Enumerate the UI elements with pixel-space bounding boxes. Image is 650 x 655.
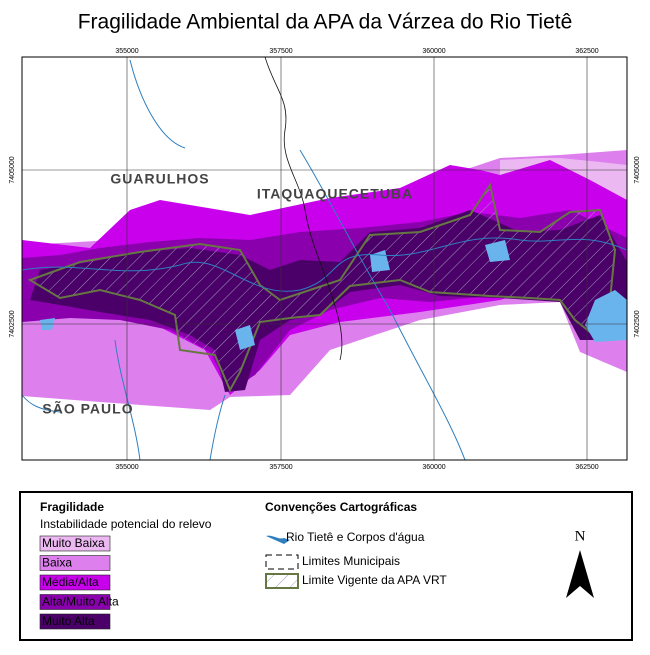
legend-box [19,491,633,641]
x-coordinate: 357500 [269,48,292,55]
limit-symbol [265,554,299,570]
legend-swatch [39,555,111,571]
legend-classes: Muito Baixa Baixa Média/Alta Alta/Muito Alt… [39,535,119,630]
place-label: SÃO PAULO [42,400,133,417]
rivers [22,59,627,460]
x-coordinate: 357500 [269,464,292,471]
legend-label: Alta/Muito Alta [42,595,119,609]
river-symbol [266,535,290,544]
legend-label: Média/Alta [42,575,99,589]
y-coordinate: 7402500 [9,310,16,337]
place-label: GUARULHOS [110,171,209,187]
place-label: ITAQUAQUECETUBA [257,186,413,202]
legend-swatch [39,594,111,610]
north-arrow [566,550,594,598]
legend-swatch [39,613,111,630]
legend-label: Muito Baixa [42,536,105,550]
x-coordinate: 355000 [115,48,138,55]
y-coordinate: 7405000 [634,156,641,183]
municipal-limit [264,57,343,361]
legend-subtitle: Instabilidade potencial do relevo [40,517,212,531]
legend-swatch [39,535,111,552]
convention-label: Rio Tietê e Corpos d'água [286,530,425,544]
legend-title: Fragilidade [40,500,104,514]
convention-label: Limite Vigente da APA VRT [302,573,447,587]
map-frame [21,56,628,461]
legend-swatch [39,574,111,591]
map-title: Fragilidade Ambiental da APA da Várzea d… [78,11,573,34]
grid [22,57,627,460]
x-coordinate: 362500 [575,464,598,471]
convention-label: Limites Municipais [302,554,400,568]
y-coordinate: 7405000 [9,156,16,183]
apa-symbol [265,573,299,589]
legend-label: Muito Alta [42,614,95,628]
north-label: N [575,528,586,544]
y-coordinate: 7402500 [634,310,641,337]
x-coordinate: 360000 [422,464,445,471]
x-coordinate: 360000 [422,48,445,55]
conventions-title: Convenções Cartográficas [265,500,417,514]
x-coordinate: 362500 [575,48,598,55]
coordinates: 355000 355000 357500 357500 360000 360000 3625… [9,48,641,471]
map: GUARULHOS ITAQUAQUECETUBA SÃO PAULO [22,57,627,460]
water-bodies [40,240,627,350]
x-coordinate: 355000 [115,464,138,471]
legend-label: Baixa [42,556,72,570]
